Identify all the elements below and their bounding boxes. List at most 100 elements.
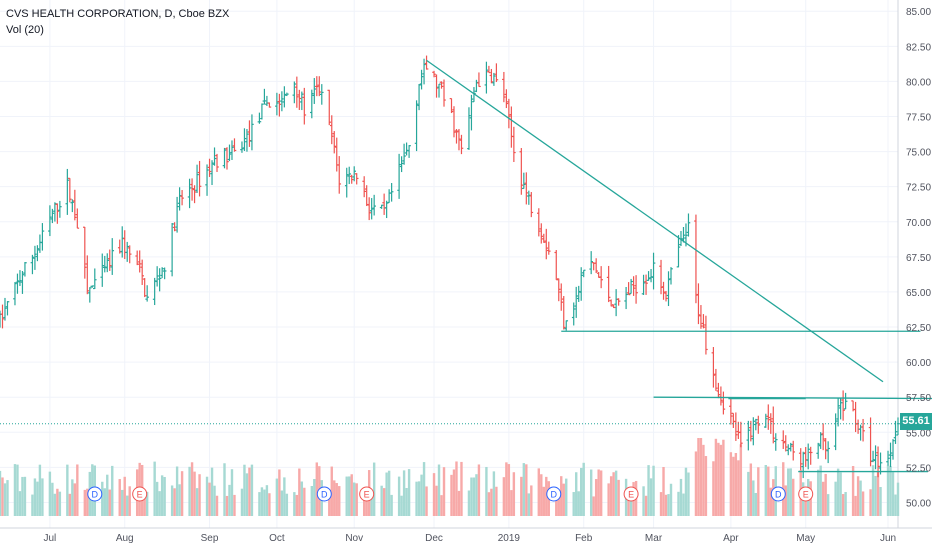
- volume-bar: [370, 492, 373, 516]
- earnings-marker: [359, 486, 375, 502]
- volume-bar: [577, 491, 580, 516]
- volume-bar: [387, 470, 391, 516]
- volume-bar: [647, 465, 650, 516]
- earnings-marker: [132, 486, 148, 502]
- volume-bar: [71, 479, 74, 516]
- volume-bar: [313, 479, 316, 516]
- volume-bar: [844, 492, 847, 516]
- volume-bar: [245, 473, 249, 516]
- volume-bar: [422, 462, 426, 516]
- volume-bar: [365, 489, 368, 516]
- volume-bar: [644, 495, 648, 516]
- volume-bar: [821, 481, 825, 516]
- volume-bar: [0, 470, 2, 516]
- y-tick-label: 60.00: [906, 358, 931, 369]
- volume-bar: [485, 466, 488, 516]
- volume-bar: [173, 488, 176, 516]
- volume-bar: [250, 464, 254, 516]
- volume-bar: [405, 488, 408, 516]
- volume-bar: [243, 464, 246, 516]
- volume-bar: [557, 493, 560, 516]
- x-tick-label: Nov: [345, 533, 363, 544]
- volume-bar: [664, 494, 668, 516]
- volume-bar: [278, 469, 281, 516]
- volume-bar: [163, 476, 166, 516]
- volume-bar: [21, 476, 24, 516]
- volume-bar: [717, 442, 720, 516]
- volume-bar: [752, 480, 755, 516]
- volume-bar: [240, 488, 244, 516]
- volume-bar: [527, 493, 531, 516]
- volume-bar: [355, 483, 358, 516]
- volume-bar: [677, 491, 680, 516]
- volume-bar: [737, 460, 740, 516]
- volume-bar: [457, 490, 461, 516]
- volume-bar: [687, 472, 690, 516]
- volume-bar: [627, 495, 630, 516]
- y-tick-label: 70.00: [906, 218, 931, 229]
- volume-bar: [6, 480, 9, 516]
- volume-bar: [188, 466, 191, 516]
- volume-bar: [669, 483, 673, 516]
- volume-bar: [275, 478, 279, 516]
- volume-bar: [298, 468, 301, 516]
- volume-bar: [839, 472, 842, 516]
- volume-bar: [160, 475, 164, 516]
- volume-bar: [265, 485, 269, 516]
- volume-bar: [819, 465, 822, 516]
- volume-bar: [487, 492, 491, 516]
- volume-bar: [258, 492, 261, 516]
- volume-bar: [193, 471, 196, 516]
- volume-bar: [385, 472, 388, 516]
- volume-bar: [198, 474, 201, 516]
- volume-bar: [51, 482, 54, 516]
- volume-bar: [293, 492, 296, 516]
- symbol-title[interactable]: CVS HEALTH CORPORATION, D, Cboe BZX: [6, 8, 230, 20]
- volume-bar: [432, 473, 436, 516]
- volume-bar: [617, 479, 620, 516]
- volume-bar: [629, 488, 633, 516]
- volume-bar: [704, 456, 708, 516]
- volume-bar: [824, 473, 827, 516]
- volume-bar: [472, 477, 476, 516]
- y-tick-label: 82.50: [906, 42, 931, 53]
- volume-bar: [592, 496, 595, 516]
- volume-bar: [609, 476, 613, 516]
- volume-bar: [896, 482, 900, 516]
- y-tick-label: 50.00: [906, 498, 931, 509]
- volume-bar: [475, 474, 478, 516]
- volume-bar: [841, 494, 845, 516]
- volume-bar: [208, 482, 211, 516]
- volume-bar: [764, 464, 767, 516]
- volume-bar: [455, 461, 458, 516]
- event-marker-label: E: [137, 490, 143, 500]
- volume-bar: [230, 469, 234, 516]
- volume-bar: [382, 488, 386, 516]
- volume-bar: [851, 466, 855, 516]
- volume-bar: [545, 476, 548, 516]
- volume-bar: [407, 469, 411, 516]
- y-tick-label: 57.50: [906, 393, 931, 404]
- volume-bar: [667, 494, 670, 516]
- volume-bar: [854, 495, 857, 516]
- x-tick-label: Apr: [723, 533, 739, 544]
- volume-bar: [562, 483, 565, 516]
- volume-bar: [560, 476, 563, 516]
- volume-bar: [702, 444, 705, 516]
- y-tick-label: 62.50: [906, 323, 931, 334]
- volume-bar: [268, 493, 271, 516]
- volume-bar: [565, 478, 568, 516]
- volume-bar: [659, 492, 663, 516]
- volume-bar: [190, 462, 194, 516]
- chart-legend: CVS HEALTH CORPORATION, D, Cboe BZX Vol …: [6, 6, 229, 38]
- volume-bar: [712, 461, 715, 516]
- volume-indicator-label[interactable]: Vol (20): [6, 24, 44, 36]
- volume-bar: [582, 462, 585, 516]
- volume-bar: [699, 438, 703, 516]
- volume-bar: [417, 481, 421, 516]
- volume-bar: [580, 467, 583, 516]
- volume-bar: [739, 444, 743, 516]
- volume-bar: [73, 483, 77, 516]
